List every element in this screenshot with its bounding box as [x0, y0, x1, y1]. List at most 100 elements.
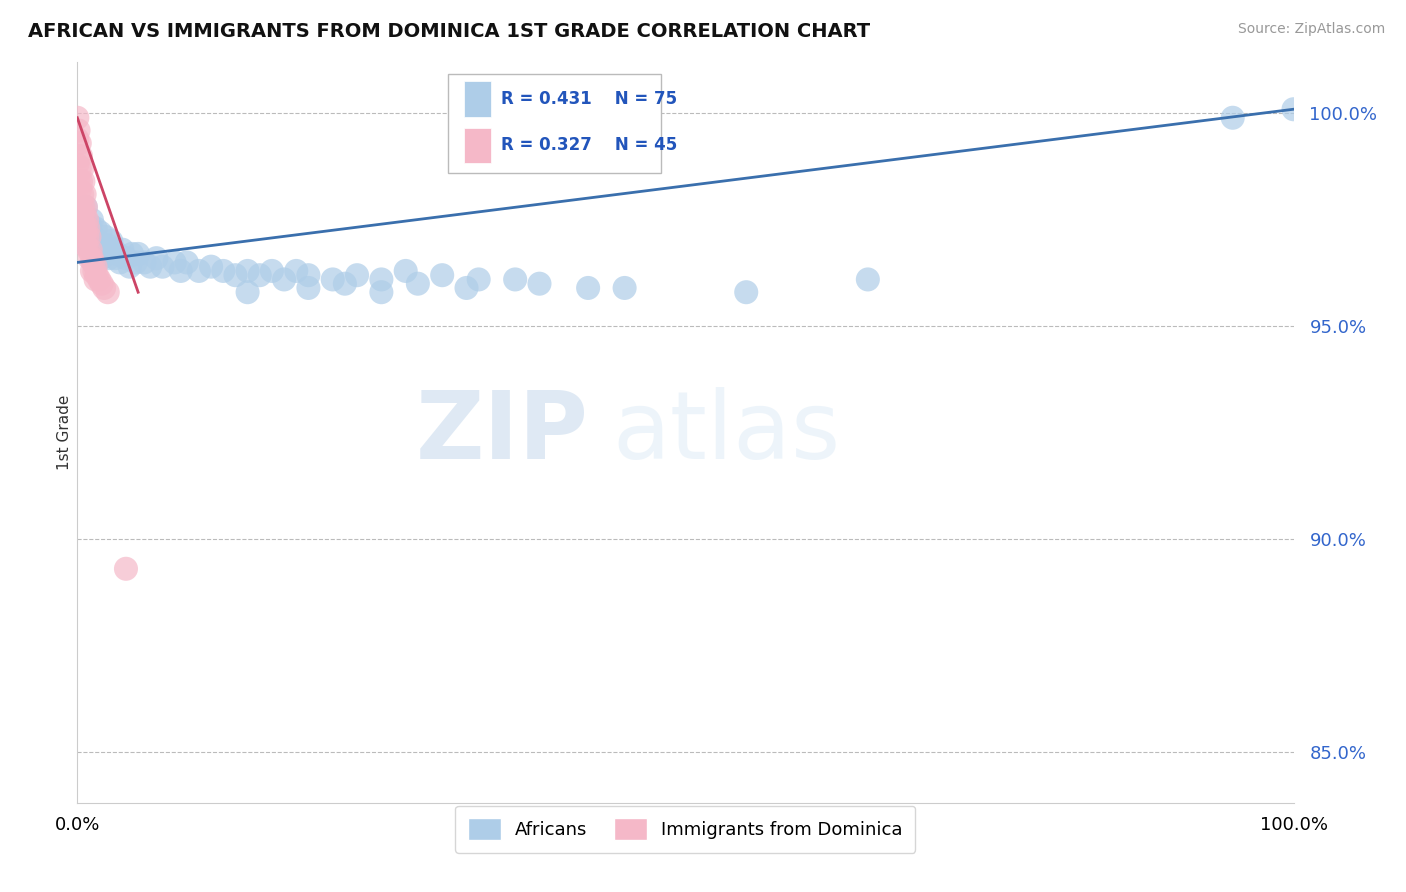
- Point: [430, 268, 453, 283]
- Point: [115, 251, 138, 265]
- Point: [70, 226, 93, 240]
- Point: [70, 175, 93, 189]
- Point: [82, 255, 104, 269]
- Point: [370, 272, 392, 286]
- Text: R = 0.431    N = 75: R = 0.431 N = 75: [501, 90, 676, 108]
- Point: [84, 260, 107, 274]
- Point: [100, 234, 122, 248]
- Point: [145, 251, 167, 265]
- Point: [856, 272, 879, 286]
- Point: [90, 251, 112, 265]
- Point: [70, 200, 93, 214]
- Point: [134, 255, 156, 269]
- Point: [72, 230, 94, 244]
- Text: Source: ZipAtlas.com: Source: ZipAtlas.com: [1237, 22, 1385, 37]
- Point: [77, 230, 100, 244]
- Point: [163, 255, 186, 269]
- Point: [118, 260, 141, 274]
- Point: [111, 243, 134, 257]
- Point: [125, 255, 148, 269]
- Point: [67, 175, 90, 189]
- Point: [170, 264, 193, 278]
- Point: [406, 277, 429, 291]
- Point: [72, 175, 94, 189]
- Point: [72, 209, 94, 223]
- Point: [370, 285, 392, 300]
- Point: [89, 243, 111, 257]
- Point: [97, 238, 120, 252]
- Point: [212, 264, 235, 278]
- Point: [224, 268, 246, 283]
- Point: [346, 268, 368, 283]
- Point: [97, 285, 120, 300]
- Point: [1282, 102, 1305, 116]
- Point: [285, 264, 308, 278]
- Point: [67, 123, 90, 137]
- Point: [73, 230, 96, 244]
- Point: [260, 264, 283, 278]
- Point: [121, 247, 143, 261]
- Point: [395, 264, 418, 278]
- Point: [91, 238, 114, 252]
- Point: [456, 281, 478, 295]
- Point: [84, 272, 107, 286]
- Legend: Africans, Immigrants from Dominica: Africans, Immigrants from Dominica: [456, 805, 915, 853]
- Point: [576, 281, 599, 295]
- Point: [297, 281, 319, 295]
- Point: [613, 281, 636, 295]
- Point: [139, 260, 162, 274]
- Point: [322, 272, 344, 286]
- Point: [69, 136, 91, 151]
- Point: [80, 212, 103, 227]
- Y-axis label: 1st Grade: 1st Grade: [56, 395, 72, 470]
- Point: [72, 200, 94, 214]
- Point: [70, 209, 93, 223]
- Point: [1222, 111, 1244, 125]
- Bar: [464, 81, 491, 117]
- Point: [90, 277, 112, 291]
- Text: atlas: atlas: [613, 386, 841, 479]
- Point: [80, 251, 103, 265]
- Point: [176, 255, 198, 269]
- Point: [735, 285, 758, 300]
- Point: [86, 268, 108, 283]
- Point: [69, 161, 91, 176]
- Point: [188, 264, 211, 278]
- Point: [87, 234, 110, 248]
- Point: [69, 212, 91, 227]
- Point: [94, 230, 117, 244]
- Point: [83, 264, 105, 278]
- Point: [127, 247, 149, 261]
- Point: [83, 238, 105, 252]
- Point: [67, 195, 90, 210]
- Point: [66, 157, 89, 171]
- Point: [77, 221, 100, 235]
- Text: R = 0.327    N = 45: R = 0.327 N = 45: [501, 136, 676, 154]
- Point: [93, 281, 115, 295]
- Point: [76, 212, 98, 227]
- Point: [89, 226, 111, 240]
- Point: [73, 209, 96, 223]
- Point: [75, 200, 97, 214]
- Text: ZIP: ZIP: [415, 386, 588, 479]
- Point: [76, 230, 98, 244]
- Point: [503, 272, 526, 286]
- Point: [84, 221, 107, 235]
- Point: [70, 217, 93, 231]
- Point: [75, 238, 97, 252]
- Point: [93, 247, 115, 261]
- Point: [75, 200, 97, 214]
- Point: [152, 260, 174, 274]
- Point: [107, 247, 129, 261]
- FancyBboxPatch shape: [449, 73, 661, 173]
- Point: [89, 272, 111, 286]
- Point: [273, 272, 295, 286]
- Point: [66, 132, 89, 146]
- Point: [69, 183, 91, 197]
- Point: [75, 238, 97, 252]
- Point: [79, 230, 101, 244]
- Point: [80, 226, 103, 240]
- Point: [79, 217, 101, 231]
- Point: [80, 264, 103, 278]
- Point: [70, 161, 93, 176]
